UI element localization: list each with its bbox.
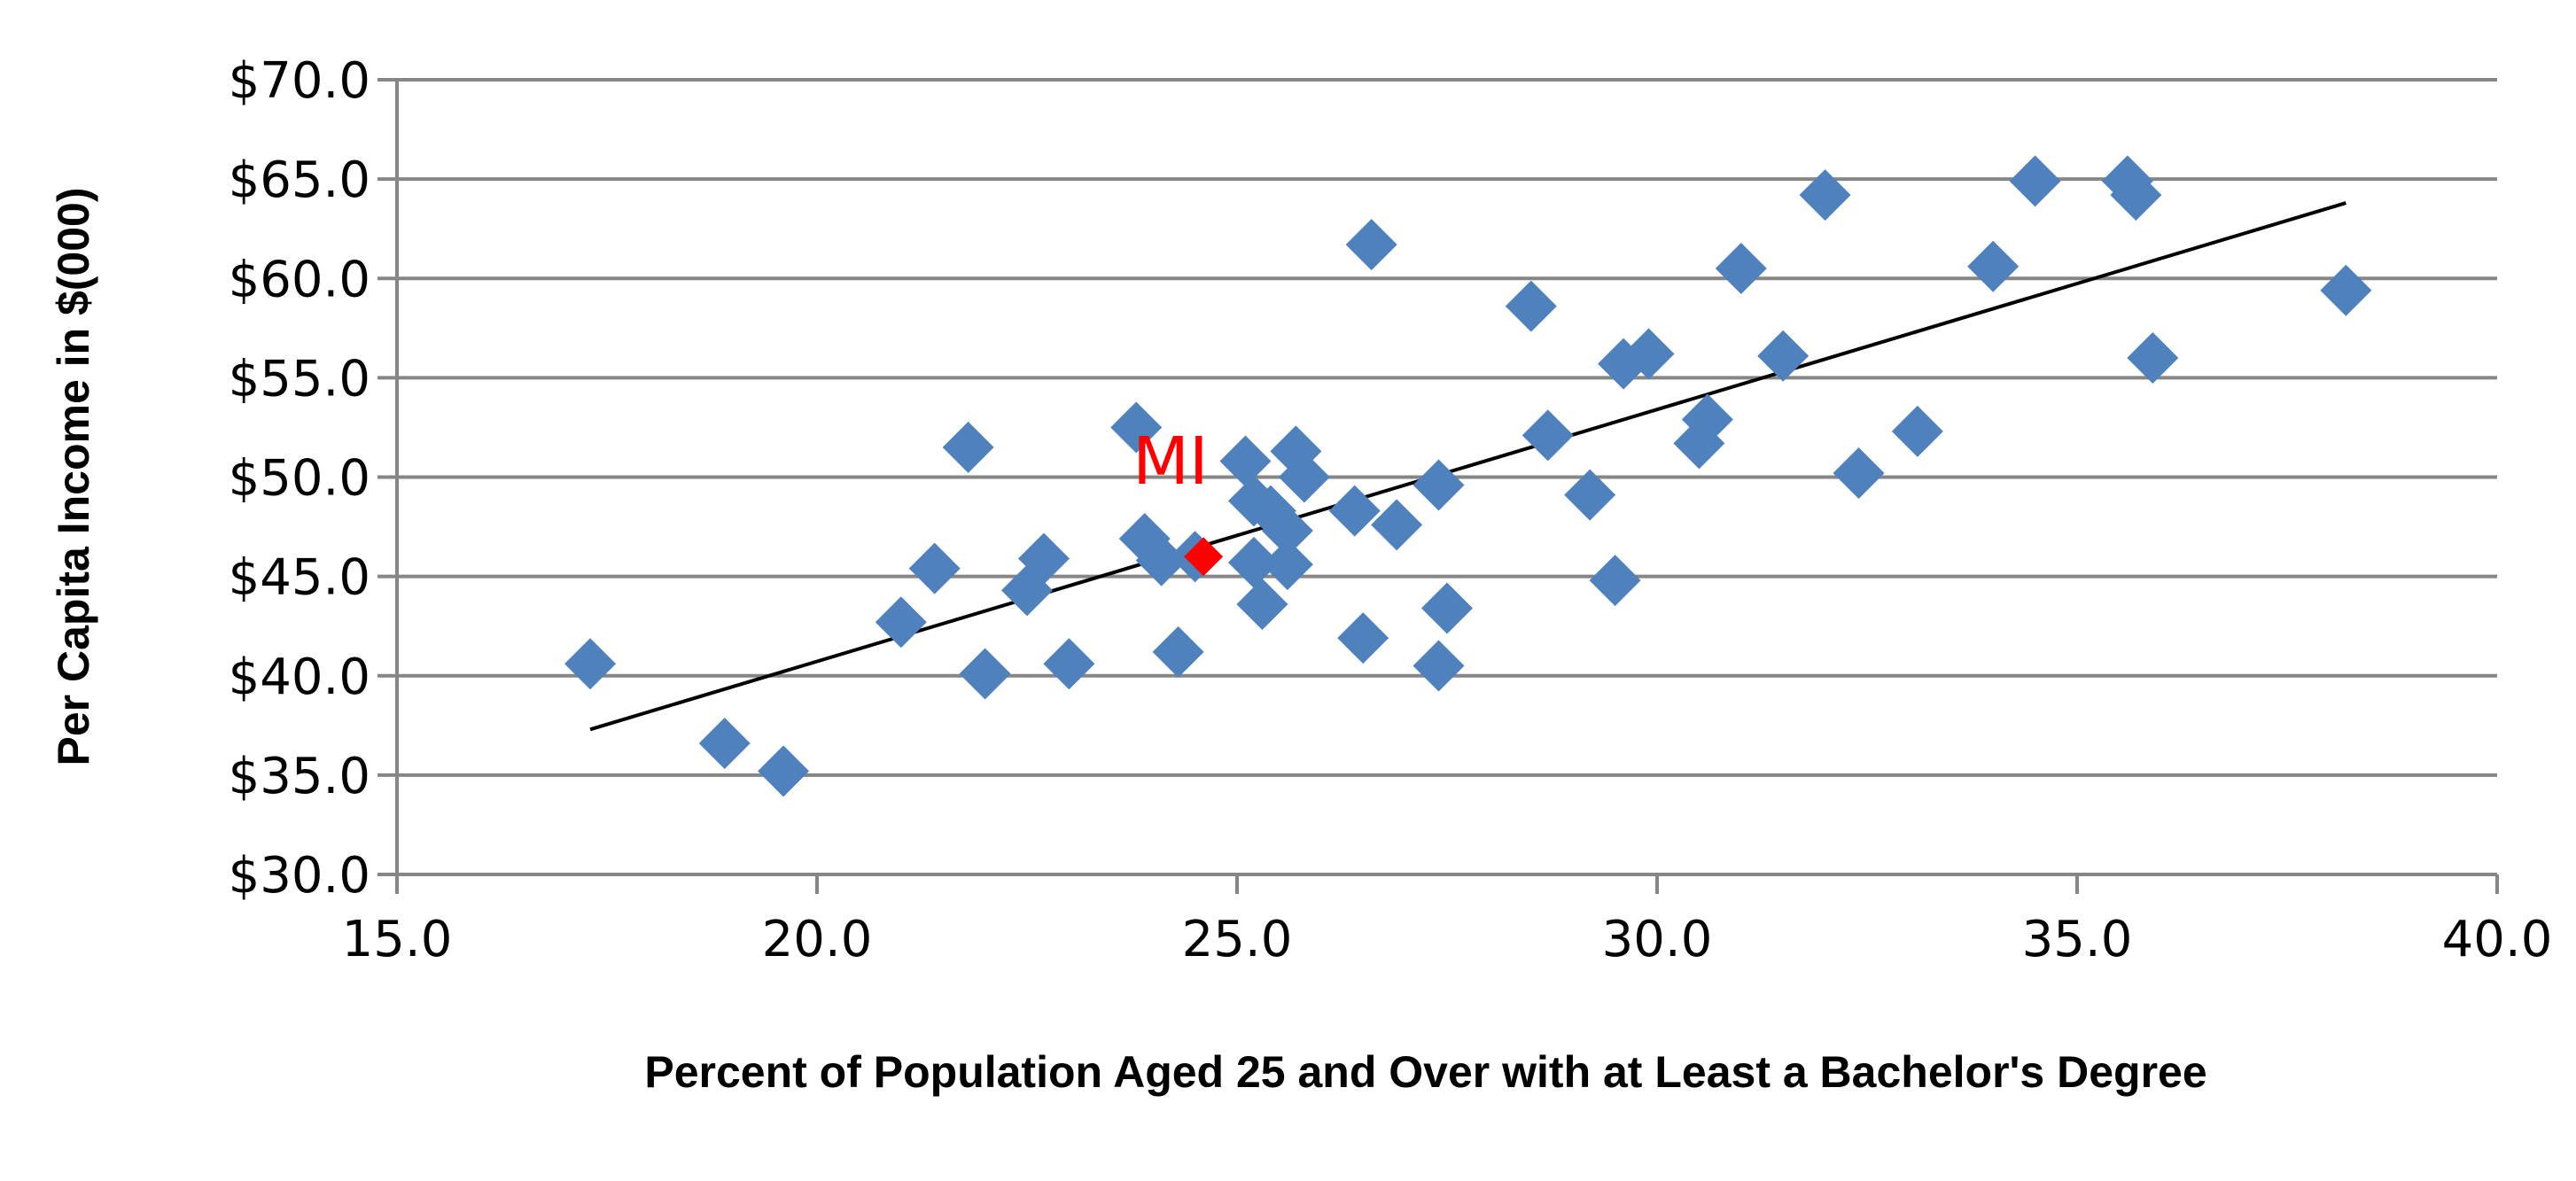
data-point [1967,240,2020,292]
x-tick-label: 25.0 [1182,911,1293,968]
y-tick-label: $60.0 [229,251,370,308]
data-point [1371,499,1423,551]
y-tick-label: $30.0 [229,847,370,905]
data-point [1219,435,1272,487]
data-point [1227,536,1280,588]
data-point [1521,409,1574,462]
x-tick-label: 15.0 [342,911,453,968]
y-tick-label: $55.0 [229,350,370,408]
tick-labels: $30.0 $35.0 $40.0 $45.0 $50.0 $55.0 $60.0 $65.0… [229,52,2553,968]
data-point [1564,469,1616,521]
data-point [2127,331,2179,384]
x-tick-label: 20.0 [762,911,873,968]
data-point [908,542,961,594]
axes [377,78,2499,894]
data-point [1278,451,1330,503]
data-point [1589,555,1641,607]
y-tick-label: $35.0 [229,748,370,805]
data-point [758,745,810,797]
x-tick-label: 40.0 [2442,911,2553,968]
data-point [1345,219,1397,271]
y-tick-label: $50.0 [229,450,370,508]
data-point [1261,539,1313,591]
data-point [1413,640,1465,692]
y-tick-label: $40.0 [229,649,370,706]
data-point [875,596,927,649]
data-points [564,155,2372,797]
data-point [1236,579,1288,631]
y-tick-label: $70.0 [229,52,370,110]
data-point [1261,505,1313,557]
data-point [1135,534,1187,587]
data-point [698,717,751,769]
data-point [1799,169,1851,221]
y-axis-title: Per Capita Income in $(000) [49,187,98,765]
x-tick-label: 30.0 [1602,911,1713,968]
data-point [1110,401,1163,454]
data-point [2320,264,2372,316]
data-point [1421,582,1473,634]
data-point [1413,459,1465,511]
x-axis-title: Percent of Population Aged 25 and Over w… [644,1047,2206,1097]
data-point [1043,638,1095,690]
y-tick-label: $65.0 [229,152,370,209]
data-point [1505,280,1557,332]
trendline [589,201,2346,732]
trendline-layer [589,201,2346,732]
data-point [1757,330,1809,382]
highlight-point [1184,537,1224,577]
data-point [1681,393,1733,446]
data-point [1623,328,1675,380]
data-point [2009,155,2061,207]
data-point [1833,447,1885,500]
data-point [1328,485,1381,537]
highlight-layer: MI [1132,423,1224,577]
highlight-label: MI [1132,423,1209,500]
data-point [1891,405,1943,457]
data-point [1152,625,1204,678]
data-point [1017,532,1070,585]
data-point [2110,169,2162,221]
data-point [942,421,994,473]
data-point [959,648,1011,700]
data-point [1715,243,1767,295]
data-point [1337,612,1389,664]
y-tick-label: $45.0 [229,549,370,607]
x-tick-label: 35.0 [2022,911,2133,968]
data-point [564,638,617,690]
